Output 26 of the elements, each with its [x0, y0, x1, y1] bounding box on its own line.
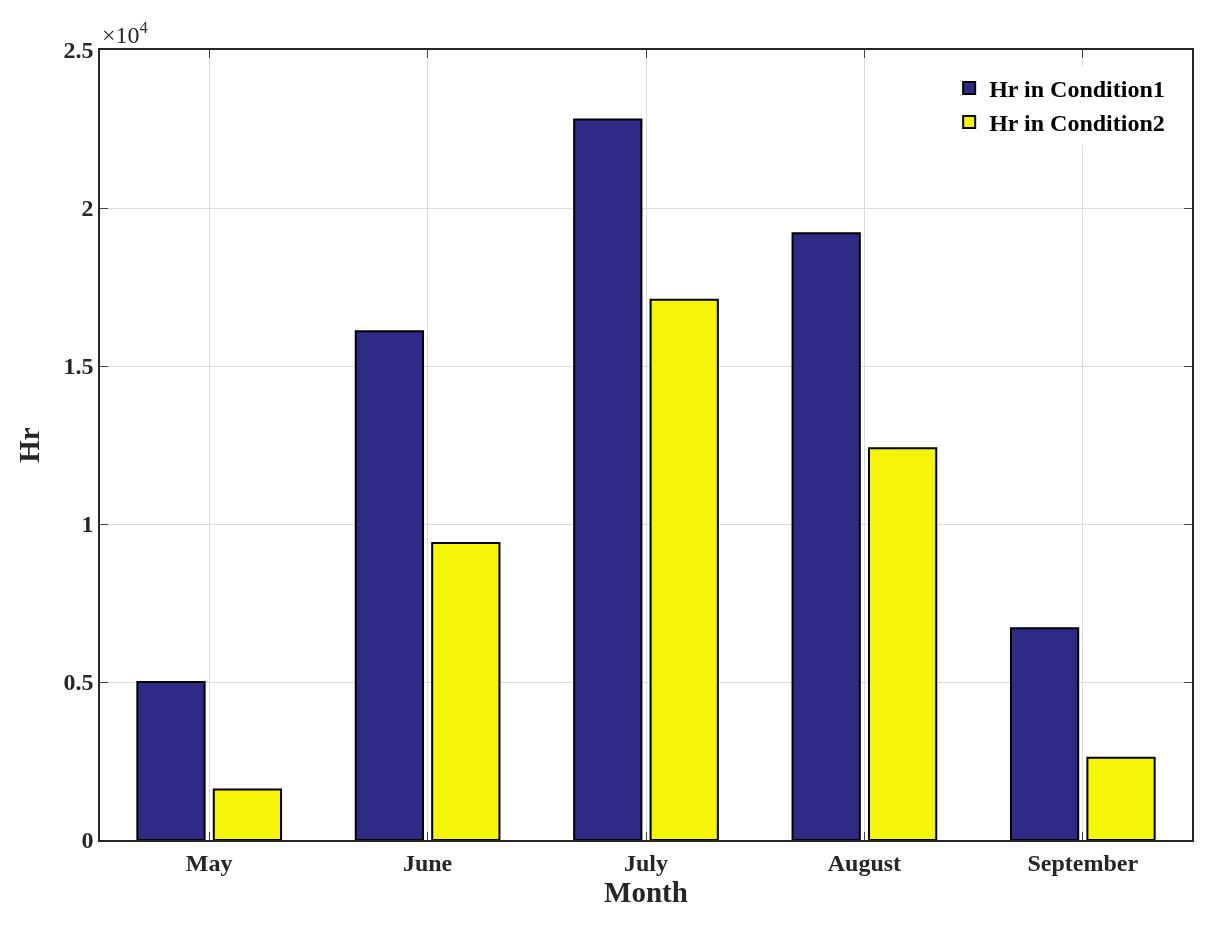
x-tick-label: August: [827, 849, 902, 876]
x-tick-label: September: [1027, 849, 1139, 876]
bar: [1086, 756, 1156, 840]
bar: [791, 232, 861, 840]
bar: [1009, 627, 1080, 840]
y-tick-label: 2: [81, 195, 94, 222]
bar: [867, 447, 938, 840]
x-tick-label: July: [623, 849, 669, 876]
y-axis-title: Hr: [13, 427, 46, 463]
bar: [431, 541, 501, 840]
y-tick-label: 2.5: [63, 37, 94, 64]
bar: [573, 118, 643, 840]
bar: [354, 330, 425, 840]
text: ×10$^{4}$: [102, 18, 149, 49]
x-tick-label: May: [185, 849, 233, 876]
x-axis-title: Month: [604, 875, 688, 908]
y-tick-label: 1.5: [63, 353, 94, 380]
bar: [649, 298, 719, 840]
bar: [212, 788, 283, 840]
x-tick-label: June: [402, 849, 453, 876]
y-tick-label: 0: [81, 827, 94, 854]
legend-label: Hr in Condition2: [989, 110, 1165, 137]
y-tick-label: 1: [81, 511, 94, 538]
legend-label: Hr in Condition1: [989, 76, 1165, 103]
bar: [136, 681, 206, 840]
y-tick-label: 0.5: [63, 669, 94, 696]
